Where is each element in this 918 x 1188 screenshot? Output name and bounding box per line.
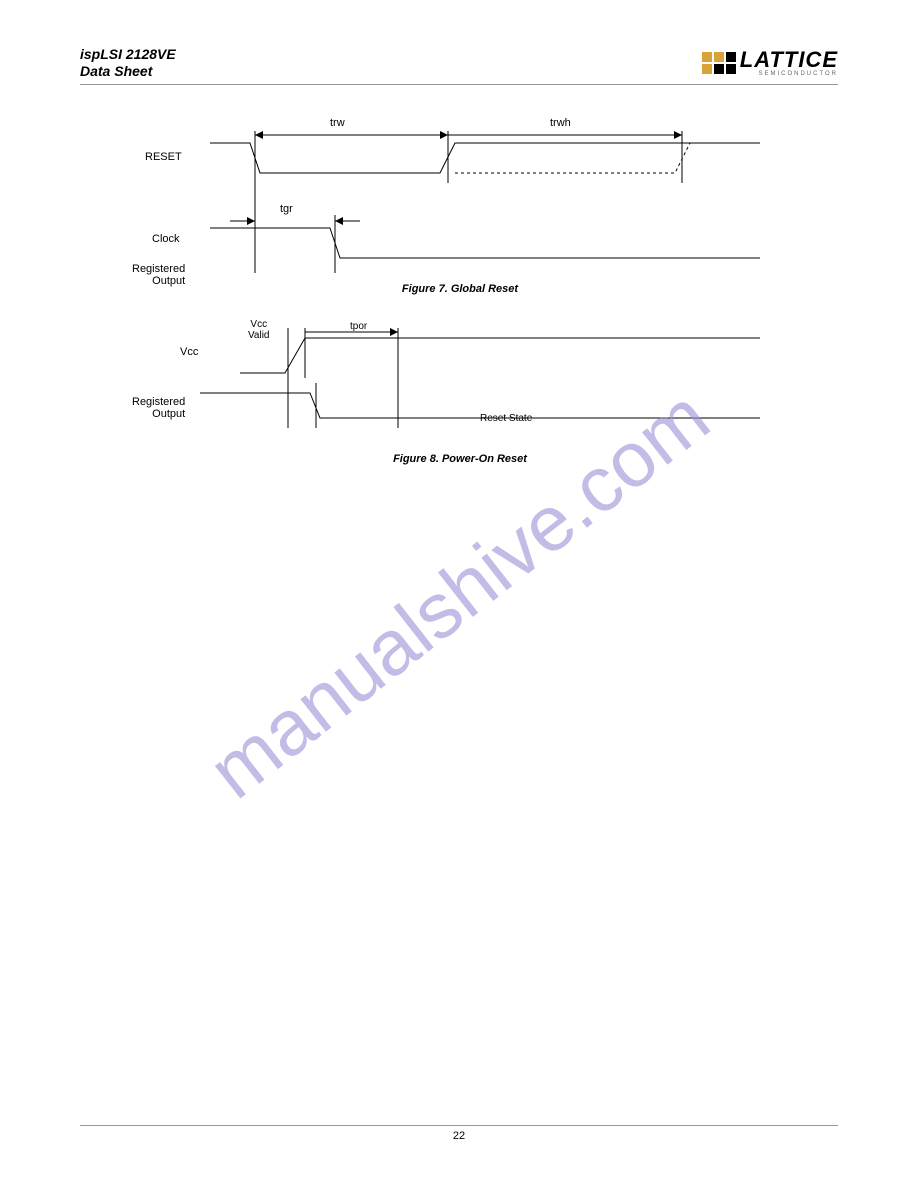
clock-signal-label: Clock: [152, 233, 180, 245]
logo-square-icon: [702, 64, 712, 74]
lattice-logo: LATTICE SEMICONDUCTOR: [702, 49, 838, 77]
reset-state-label: Reset State: [480, 413, 532, 424]
page-number: 22: [453, 1130, 465, 1142]
trw-label: trw: [330, 117, 345, 129]
header-line1: ispLSI 2128VE: [80, 46, 176, 63]
header-line2: Data Sheet: [80, 63, 176, 80]
global-reset-diagram: [80, 103, 840, 283]
trwh-label: trwh: [550, 117, 571, 129]
reset-signal-label: RESET: [145, 151, 182, 163]
logo-main-text: LATTICE: [740, 49, 838, 71]
tgr-label: tgr: [280, 203, 293, 215]
figure7-title: Figure 7. Global Reset: [80, 283, 840, 295]
header: ispLSI 2128VE Data Sheet LATTICE SEMICON…: [80, 46, 838, 85]
logo-square-icon: [726, 64, 736, 74]
power-on-reset-diagram: [80, 318, 840, 468]
logo-square-icon: [714, 52, 724, 62]
timing-diagrams: RESET Clock Registered Output trw trwh t…: [80, 103, 840, 473]
por-output-label: Registered Output: [132, 396, 185, 420]
vcc-signal-label: Vcc: [180, 346, 198, 358]
logo-square-icon: [714, 64, 724, 74]
figure8-title: Figure 8. Power-On Reset: [80, 453, 840, 465]
footer: 22: [80, 1125, 838, 1142]
vcc-valid-label: Vcc Valid: [248, 319, 270, 341]
logo-squares: [702, 52, 736, 74]
header-left: ispLSI 2128VE Data Sheet: [80, 46, 176, 80]
tpor-label: tpor: [350, 321, 367, 332]
logo-sub-text: SEMICONDUCTOR: [740, 71, 838, 77]
logo-square-icon: [726, 52, 736, 62]
logo-square-icon: [702, 52, 712, 62]
